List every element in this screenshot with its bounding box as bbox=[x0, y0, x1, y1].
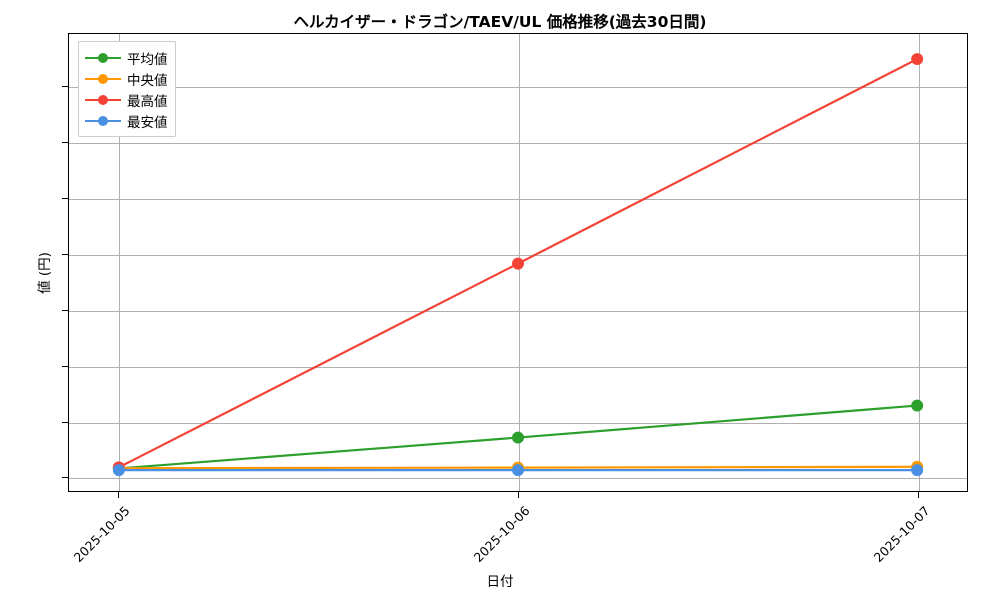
legend-label: 平均値 bbox=[127, 51, 168, 68]
series-最安値 bbox=[112, 464, 924, 477]
x-axis-tick-mark bbox=[918, 492, 920, 498]
series-plot bbox=[112, 53, 924, 477]
gridline-horizontal bbox=[69, 478, 967, 480]
data-point bbox=[512, 431, 524, 444]
legend-label: 最安値 bbox=[127, 114, 168, 131]
gridline-horizontal bbox=[69, 143, 967, 145]
legend-label: 最高値 bbox=[127, 93, 168, 110]
gridline-vertical bbox=[118, 34, 120, 491]
y-axis-tick-mark bbox=[62, 477, 68, 479]
gridline-horizontal bbox=[69, 254, 967, 256]
legend-dot-icon bbox=[98, 115, 108, 126]
y-axis-tick-mark bbox=[62, 197, 68, 199]
data-point bbox=[911, 53, 924, 66]
y-axis-tick-mark bbox=[62, 309, 68, 311]
data-point bbox=[911, 399, 924, 412]
gridline-horizontal bbox=[69, 198, 967, 200]
legend-marker-icon bbox=[85, 93, 121, 107]
legend-label: 中央値 bbox=[127, 72, 168, 89]
gridline-horizontal bbox=[69, 310, 967, 312]
y-axis-label: 値 (円) bbox=[37, 252, 53, 294]
data-point bbox=[911, 464, 924, 477]
gridline-vertical bbox=[919, 34, 921, 491]
chart-legend: 平均値中央値最高値最安値 bbox=[78, 41, 176, 137]
legend-dot-icon bbox=[98, 52, 108, 63]
data-point bbox=[112, 464, 125, 477]
gridline-horizontal bbox=[69, 366, 967, 368]
legend-marker-icon bbox=[85, 114, 121, 128]
gridline-horizontal bbox=[69, 422, 967, 424]
x-axis-label: 日付 bbox=[486, 574, 514, 590]
y-axis-tick-mark bbox=[62, 421, 68, 423]
series-最高値 bbox=[112, 53, 924, 474]
data-point bbox=[512, 257, 524, 270]
legend-dot-icon bbox=[98, 94, 108, 105]
legend-dot-icon bbox=[98, 73, 108, 84]
chart-title: ヘルカイザー・ドラゴン/TAEV/UL 価格推移(過去30日間) bbox=[293, 13, 707, 31]
legend-marker-icon bbox=[85, 72, 121, 86]
x-axis-tick-mark bbox=[117, 492, 119, 498]
gridline-horizontal bbox=[69, 87, 967, 89]
legend-marker-icon bbox=[85, 51, 121, 65]
legend-item[interactable]: 中央値 bbox=[85, 68, 168, 89]
y-axis-tick-mark bbox=[62, 365, 68, 367]
y-axis-tick-mark bbox=[62, 253, 68, 255]
y-axis-tick-mark bbox=[62, 142, 68, 144]
legend-item[interactable]: 最高値 bbox=[85, 89, 168, 110]
plot-area bbox=[68, 33, 968, 492]
y-axis-tick-mark bbox=[62, 86, 68, 88]
x-axis-tick-mark bbox=[518, 492, 519, 498]
legend-item[interactable]: 平均値 bbox=[85, 47, 168, 68]
data-point bbox=[512, 464, 524, 477]
legend-item[interactable]: 最安値 bbox=[85, 110, 168, 131]
